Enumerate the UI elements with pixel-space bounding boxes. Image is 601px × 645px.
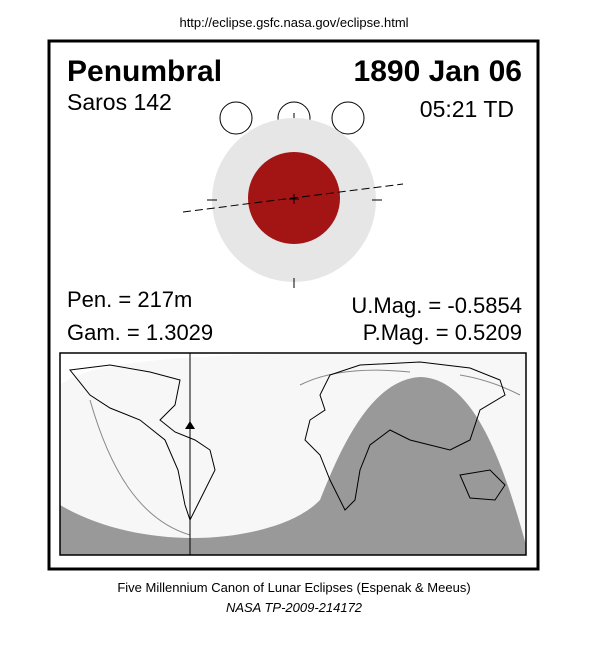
- australia: [459, 469, 506, 501]
- axis-ticks: [207, 194, 382, 288]
- eurasia-africa: [304, 361, 506, 511]
- footer-line2: NASA TP-2009-214172: [226, 600, 363, 615]
- pmag: P.Mag. = 0.5209: [363, 320, 522, 345]
- source-url: http://eclipse.gsfc.nasa.gov/eclipse.htm…: [179, 15, 408, 30]
- eclipse-date: 1890 Jan 06: [354, 55, 522, 88]
- frame: [47, 39, 540, 571]
- moon-path: [182, 183, 404, 213]
- pen: Pen. = 217m: [67, 287, 192, 312]
- saros: Saros 142: [67, 89, 172, 115]
- moon-end: [331, 101, 365, 135]
- umag: U.Mag. = -0.5854: [351, 293, 522, 318]
- moon-start: [219, 101, 253, 135]
- marker: [185, 421, 195, 429]
- eclipse-type: Penumbral: [67, 55, 222, 88]
- americas: [69, 364, 216, 522]
- contact-curves: [89, 369, 521, 536]
- map-frame: [59, 352, 527, 556]
- footer-line1: Five Millennium Canon of Lunar Eclipses …: [117, 580, 470, 595]
- time: 05:21 TD: [420, 96, 514, 122]
- night-region: [60, 377, 526, 555]
- world-map: [59, 352, 527, 556]
- gam: Gam. = 1.3029: [67, 320, 213, 345]
